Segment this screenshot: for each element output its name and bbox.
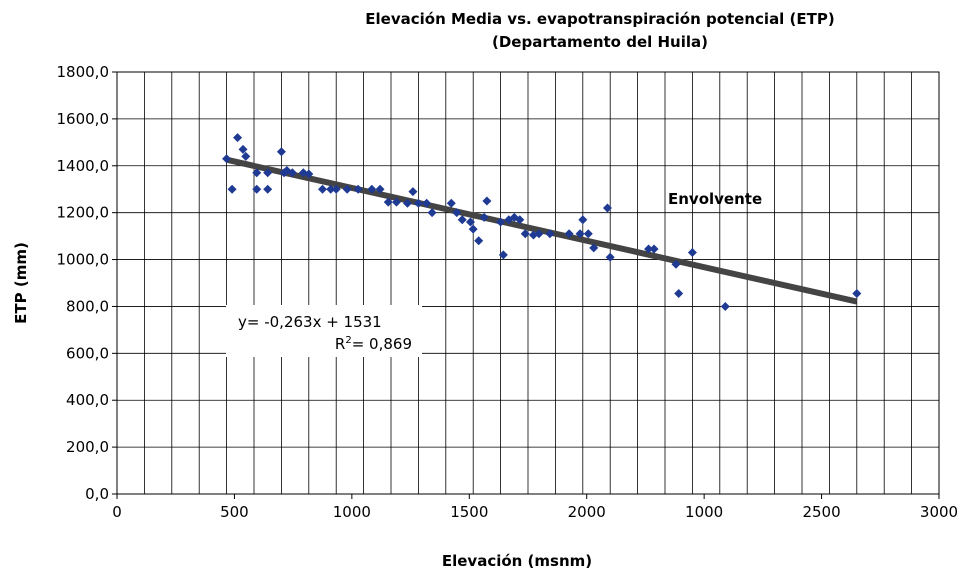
y-tick-label: 800,0 — [66, 297, 109, 315]
data-point — [238, 144, 248, 154]
grid — [117, 72, 939, 494]
r-squared-text: R2= 0,869 — [335, 335, 412, 353]
data-point — [520, 229, 530, 239]
y-axis-title: ETP (mm) — [12, 242, 30, 324]
chart-subtitle: (Departamento del Huila) — [492, 33, 708, 51]
data-point — [602, 203, 612, 213]
chart-title: Elevación Media vs. evapotranspiración p… — [365, 10, 834, 28]
data-point — [342, 184, 352, 194]
x-tick-label: 1000 — [685, 503, 723, 521]
data-point — [583, 229, 593, 239]
data-point — [427, 208, 437, 218]
y-tick-label: 1400,0 — [57, 157, 110, 175]
x-tick-label: 2500 — [802, 503, 840, 521]
data-point — [452, 208, 462, 218]
data-point — [589, 243, 599, 253]
data-point — [263, 168, 273, 178]
data-point — [649, 244, 659, 254]
data-point — [304, 169, 314, 179]
data-point — [353, 184, 363, 194]
data-point — [331, 184, 341, 194]
data-point — [252, 168, 262, 178]
data-points — [222, 133, 862, 311]
data-point — [318, 184, 327, 194]
data-point — [687, 248, 697, 258]
x-tick-label: 500 — [220, 503, 249, 521]
data-point — [241, 151, 251, 161]
data-point — [545, 229, 555, 239]
data-point — [564, 229, 574, 239]
x-axis-ticks: 0 500 1000 1500 2000 1000 2500 3000 — [112, 494, 958, 521]
y-axis-ticks: 0,0 200,0 400,0 600,0 800,0 1000,0 1200,0 1400,… — [57, 63, 117, 503]
data-point — [575, 229, 585, 239]
y-tick-label: 600,0 — [66, 344, 109, 362]
data-point — [852, 289, 862, 299]
data-point — [222, 154, 232, 164]
x-tick-label: 2000 — [568, 503, 606, 521]
data-point — [498, 250, 508, 260]
data-point — [474, 236, 484, 246]
data-point — [391, 197, 401, 207]
equation-text: y= -0,263x + 1531 — [238, 313, 382, 331]
data-point — [605, 252, 615, 262]
data-point — [422, 198, 432, 208]
r-squared-r: R — [335, 335, 345, 353]
y-tick-label: 200,0 — [66, 438, 109, 456]
plot-area-border — [116, 71, 940, 495]
x-tick-label: 1500 — [450, 503, 488, 521]
data-point — [578, 215, 588, 225]
data-point — [465, 217, 475, 227]
trendline-label: Envolvente — [668, 190, 762, 208]
y-tick-label: 0,0 — [85, 485, 109, 503]
y-tick-label: 1800,0 — [57, 63, 110, 81]
r-squared-value: = 0,869 — [352, 335, 412, 353]
data-point — [534, 229, 544, 239]
data-point — [367, 184, 377, 194]
data-point — [644, 244, 654, 254]
y-tick-label: 1200,0 — [57, 204, 110, 222]
data-point — [468, 224, 478, 234]
y-tick-label: 1000,0 — [57, 251, 110, 269]
x-tick-label: 1000 — [333, 503, 371, 521]
x-tick-label: 0 — [112, 503, 122, 521]
data-point — [457, 215, 467, 225]
data-point — [482, 196, 492, 206]
data-point — [263, 184, 273, 194]
data-point — [515, 215, 525, 225]
data-point — [326, 184, 336, 194]
data-point — [408, 187, 418, 197]
data-point — [446, 198, 456, 208]
data-point — [479, 212, 489, 222]
data-point — [496, 217, 506, 227]
y-tick-label: 400,0 — [66, 391, 109, 409]
equation-box — [226, 305, 422, 357]
data-point — [227, 184, 237, 194]
data-point — [413, 198, 423, 208]
data-point — [402, 198, 412, 208]
data-point — [671, 259, 681, 269]
trendline — [225, 156, 858, 305]
data-point — [674, 289, 684, 299]
data-point — [720, 301, 730, 311]
x-axis-title: Elevación (msnm) — [442, 552, 592, 570]
data-point — [383, 197, 393, 207]
data-point — [233, 133, 243, 143]
data-point — [252, 184, 262, 194]
data-point — [375, 184, 385, 194]
y-tick-label: 1600,0 — [57, 110, 110, 128]
x-tick-label: 3000 — [920, 503, 958, 521]
data-point — [276, 147, 286, 157]
data-point — [287, 168, 297, 178]
r-squared-superscript: 2 — [345, 335, 351, 346]
